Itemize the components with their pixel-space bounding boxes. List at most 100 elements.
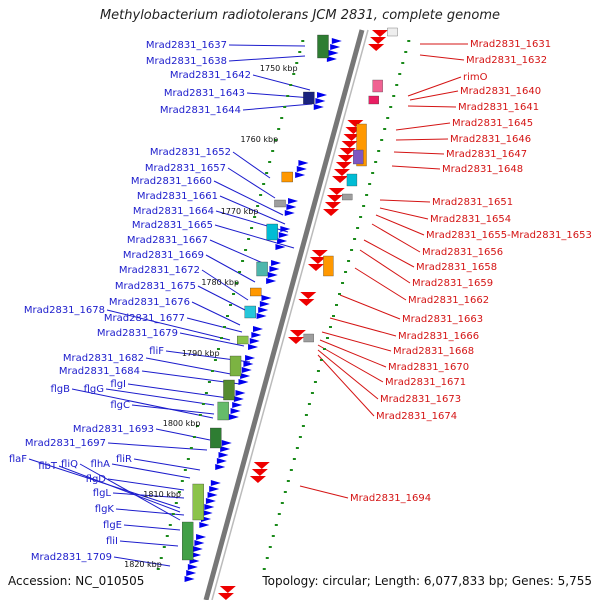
reverse-gene-arrow (372, 30, 388, 37)
gene-label-left: Mrad2831_1652 (150, 147, 231, 158)
tick-mark (286, 95, 290, 97)
gene-label-left: Mrad2831_1644 (160, 105, 241, 116)
gene-label-right: Mrad2831_1694 (350, 493, 431, 504)
tick-mark (335, 304, 339, 306)
forward-gene-arrow (288, 198, 299, 204)
forward-gene-arrow (220, 446, 231, 452)
tick-mark (338, 293, 342, 295)
tick-mark (280, 117, 284, 119)
tick-mark (210, 370, 214, 372)
forward-gene-arrow (243, 361, 254, 367)
forward-gene-arrow (241, 367, 252, 373)
gene-label-left: Mrad2831_1677 (104, 313, 185, 324)
label-connector (246, 92, 313, 99)
reverse-gene-arrow (309, 257, 326, 264)
forward-gene-arrow (271, 260, 282, 266)
reverse-gene-arrow (368, 44, 385, 51)
tick-mark (374, 161, 378, 163)
cog-box (223, 379, 235, 401)
tick-mark (159, 557, 163, 559)
tick-mark (168, 524, 172, 526)
tick-mark (310, 392, 314, 394)
tick-mark (368, 183, 372, 185)
gene-label-left: flgB (50, 384, 70, 395)
gene-label-left: flgI (110, 379, 126, 390)
gene-label-left: fliI (106, 536, 118, 547)
cog-box (323, 255, 334, 277)
tick-mark (274, 524, 278, 526)
label-connector (131, 404, 215, 415)
tick-mark (398, 73, 402, 75)
tick-mark (265, 172, 269, 174)
forward-gene-arrow (298, 160, 309, 166)
cog-box (217, 401, 229, 421)
tick-mark (322, 348, 326, 350)
label-connector (391, 165, 441, 170)
tick-mark (386, 117, 390, 119)
gene-label-left: Mrad2831_1642 (170, 70, 251, 81)
forward-gene-arrow (215, 464, 226, 470)
cog-box (281, 171, 293, 183)
tick-mark (244, 249, 248, 251)
tick-mark (262, 568, 266, 570)
cog-box (356, 123, 367, 167)
gene-label-right: Mrad2831_1658 (416, 262, 497, 273)
tick-mark (195, 425, 199, 427)
gene-label-left: Mrad2831_1672 (119, 265, 200, 276)
tick-mark (229, 304, 233, 306)
cog-box (244, 305, 256, 319)
gene-label-right: Mrad2831_1651 (432, 197, 513, 208)
tick-mark (319, 359, 323, 361)
gene-label-left: Mrad2831_1657 (145, 163, 226, 174)
label-connector (252, 74, 311, 91)
label-connector (58, 465, 181, 513)
label-connector (321, 331, 392, 352)
tick-mark (213, 359, 217, 361)
gene-label-right: Mrad2831_1670 (388, 362, 469, 373)
forward-gene-arrow (286, 204, 297, 210)
reverse-gene-arrow (347, 120, 364, 127)
reverse-gene-arrow (343, 134, 360, 141)
label-connector (186, 317, 243, 333)
gene-label-right: Mrad2831_1655-Mrad2831_1653 (426, 230, 592, 241)
label-connector (79, 463, 181, 521)
gene-label-left: flgC (110, 400, 130, 411)
cog-box (256, 261, 268, 277)
forward-gene-arrow (230, 408, 241, 414)
cog-box (303, 91, 315, 105)
gene-label-right: Mrad2831_1647 (446, 149, 527, 160)
cog-box (303, 333, 314, 343)
tick-mark (286, 480, 290, 482)
cog-box (229, 355, 242, 377)
forward-gene-arrow (194, 540, 205, 546)
gene-label-right: Mrad2831_1662 (408, 295, 489, 306)
tick-mark (216, 348, 220, 350)
forward-gene-arrow (326, 56, 337, 62)
gene-label-right: Mrad2831_1656 (422, 247, 503, 258)
forward-gene-arrow (258, 307, 269, 313)
forward-gene-arrow (295, 172, 306, 178)
cog-box (274, 199, 286, 208)
label-connector (127, 383, 229, 399)
tick-mark (404, 51, 408, 53)
gene-label-left: Mrad2831_1660 (131, 176, 212, 187)
genome-track (156, 27, 411, 600)
gene-label-right: Mrad2831_1666 (398, 331, 479, 342)
gene-label-right: Mrad2831_1663 (402, 314, 483, 325)
label-connector (105, 388, 215, 406)
forward-gene-arrow (191, 552, 202, 558)
tick-mark (162, 546, 166, 548)
tick-mark (332, 315, 335, 317)
forward-gene-arrow (269, 266, 280, 272)
reverse-gene-arrow (219, 586, 236, 593)
gene-label-left: Mrad2831_1676 (109, 297, 190, 308)
gene-label-left: Mrad2831_1709 (31, 552, 112, 563)
label-connector (419, 54, 465, 61)
gene-label-left: Mrad2831_1665 (132, 220, 213, 231)
tick-mark (247, 238, 251, 240)
gene-label-right: rimO (463, 72, 488, 83)
gene-label-left: fliF (149, 346, 164, 357)
tick-mark (192, 436, 196, 438)
label-connector (354, 267, 407, 301)
reverse-gene-arrow (335, 162, 352, 169)
